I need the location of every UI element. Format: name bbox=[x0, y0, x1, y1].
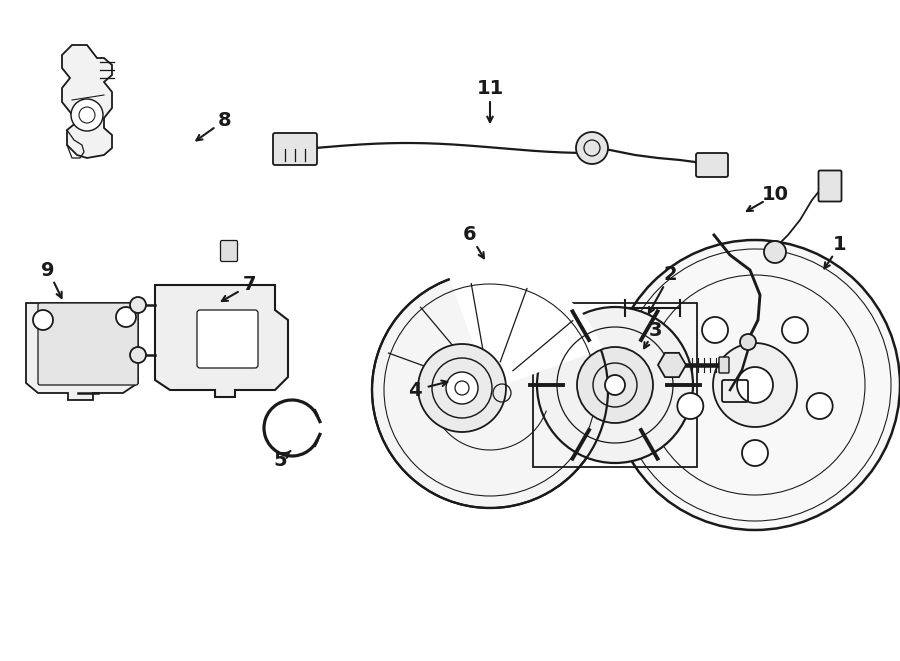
Circle shape bbox=[605, 375, 625, 395]
Wedge shape bbox=[449, 270, 603, 390]
Circle shape bbox=[71, 99, 103, 131]
FancyBboxPatch shape bbox=[719, 357, 729, 373]
FancyBboxPatch shape bbox=[818, 171, 842, 202]
Text: 3: 3 bbox=[648, 321, 662, 340]
Circle shape bbox=[116, 307, 136, 327]
Circle shape bbox=[740, 334, 756, 350]
Circle shape bbox=[537, 307, 693, 463]
Text: 1: 1 bbox=[833, 235, 847, 254]
Circle shape bbox=[130, 297, 146, 313]
Circle shape bbox=[806, 393, 832, 419]
Circle shape bbox=[130, 347, 146, 363]
Text: 5: 5 bbox=[274, 451, 287, 469]
Text: 8: 8 bbox=[218, 110, 232, 130]
Polygon shape bbox=[62, 45, 112, 158]
Text: 11: 11 bbox=[476, 79, 504, 98]
FancyBboxPatch shape bbox=[220, 241, 238, 262]
Circle shape bbox=[577, 347, 653, 423]
Circle shape bbox=[737, 367, 773, 403]
FancyBboxPatch shape bbox=[38, 303, 138, 385]
Text: 4: 4 bbox=[409, 381, 422, 399]
FancyBboxPatch shape bbox=[696, 153, 728, 177]
Text: 9: 9 bbox=[41, 260, 55, 280]
Circle shape bbox=[610, 240, 900, 530]
Polygon shape bbox=[26, 303, 138, 400]
Text: 7: 7 bbox=[243, 276, 256, 295]
Circle shape bbox=[782, 317, 808, 343]
Circle shape bbox=[576, 132, 608, 164]
FancyBboxPatch shape bbox=[197, 310, 258, 368]
Circle shape bbox=[764, 241, 786, 263]
Text: 2: 2 bbox=[663, 266, 677, 284]
Polygon shape bbox=[155, 285, 288, 397]
Circle shape bbox=[713, 343, 797, 427]
Polygon shape bbox=[658, 353, 686, 377]
Circle shape bbox=[446, 372, 478, 404]
Text: 6: 6 bbox=[464, 225, 477, 245]
Circle shape bbox=[372, 272, 608, 508]
Circle shape bbox=[702, 317, 728, 343]
Circle shape bbox=[418, 344, 506, 432]
Circle shape bbox=[33, 310, 53, 330]
Circle shape bbox=[678, 393, 703, 419]
Text: 10: 10 bbox=[761, 186, 788, 204]
FancyBboxPatch shape bbox=[273, 133, 317, 165]
Circle shape bbox=[742, 440, 768, 466]
